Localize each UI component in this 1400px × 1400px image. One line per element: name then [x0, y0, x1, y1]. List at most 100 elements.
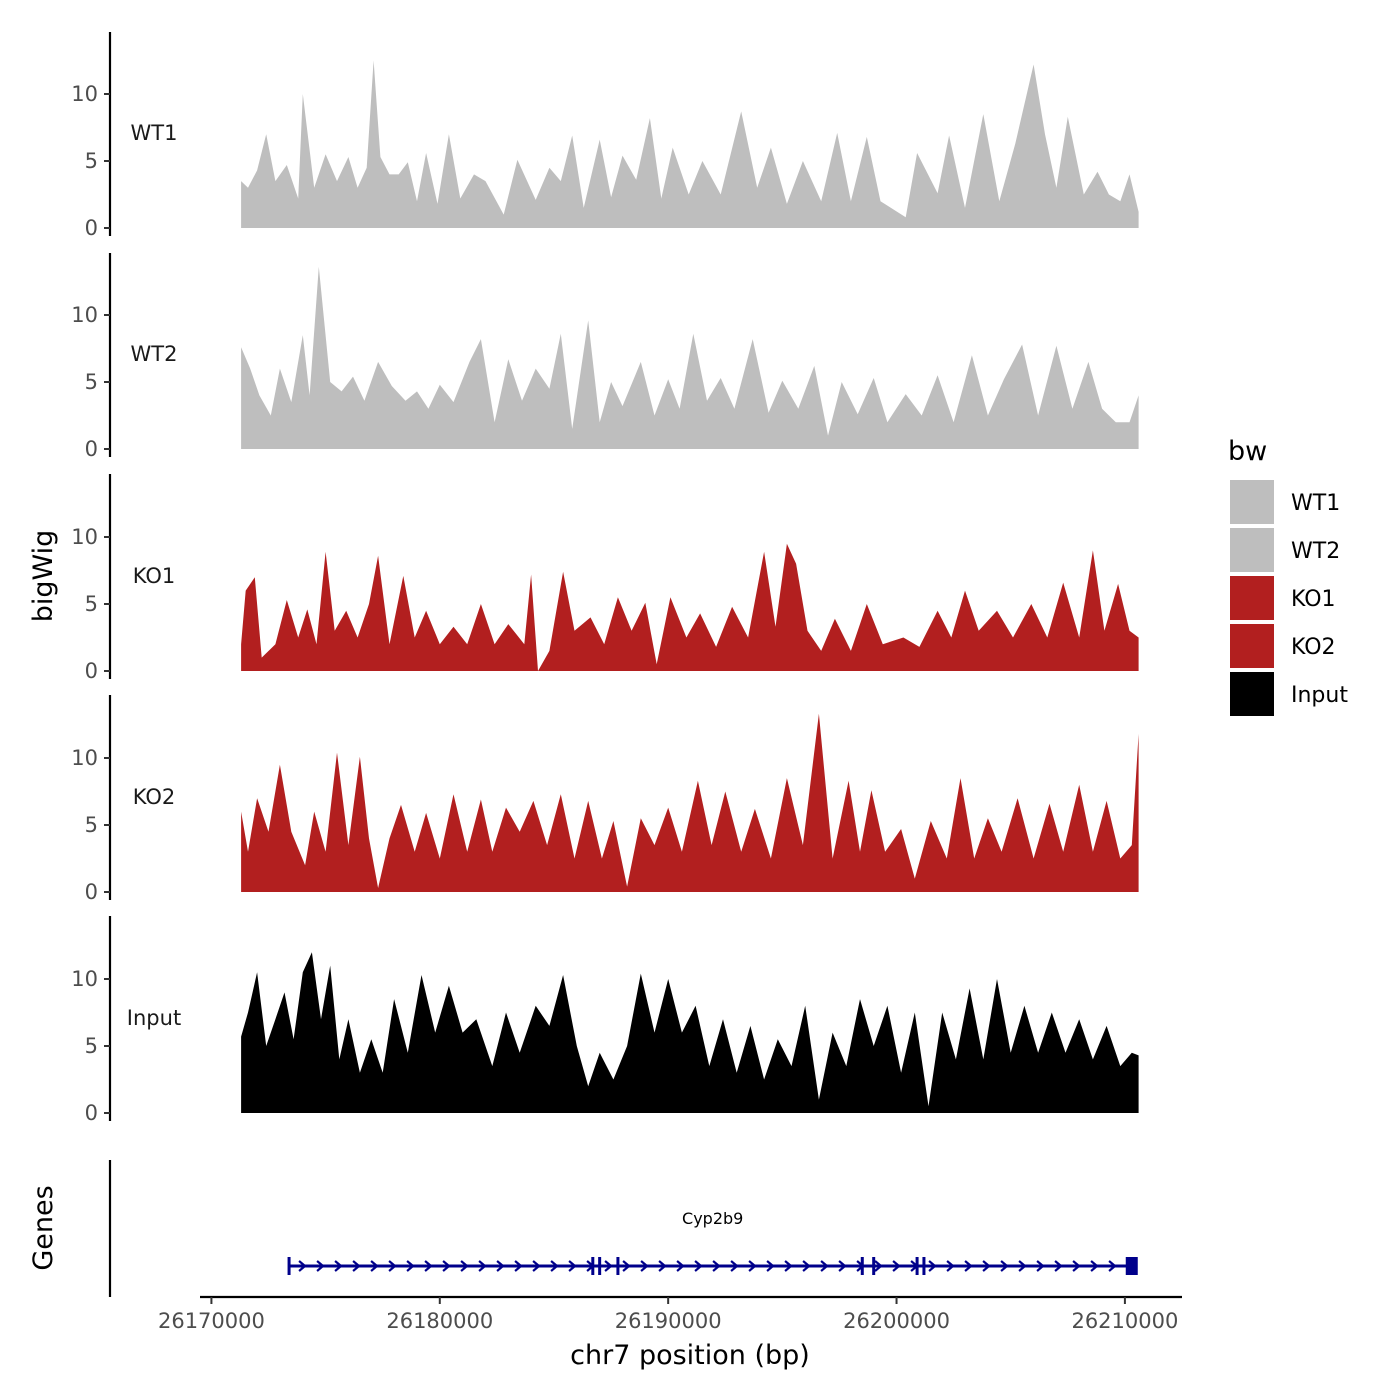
strand-arrow [748, 1260, 757, 1272]
gene-label: Cyp2b9 [682, 1209, 743, 1228]
legend: bw WT1 WT2 KO1 KO2 Input [1228, 436, 1348, 716]
exon [598, 1257, 602, 1275]
strand-arrow [982, 1260, 991, 1272]
strand-arrow [766, 1260, 775, 1272]
legend-swatch-wt1 [1230, 480, 1274, 524]
strand-arrow [568, 1260, 577, 1272]
exon [287, 1257, 291, 1275]
genes-axis-title: Genes [28, 1185, 59, 1270]
track-ko1: 0 5 10 KO1 [71, 474, 1139, 683]
area-ko1 [241, 543, 1139, 671]
exon [872, 1257, 876, 1275]
legend-label-input: Input [1291, 683, 1348, 708]
x-tick-label: 26210000 [1071, 1309, 1178, 1333]
strand-arrow [532, 1260, 541, 1272]
y-tick-label: 0 [85, 1101, 98, 1125]
strand-arrow [874, 1260, 883, 1272]
x-axis-title: chr7 position (bp) [570, 1340, 810, 1371]
exon [922, 1257, 926, 1275]
y-tick-label: 0 [85, 659, 98, 683]
track-wt1: 0 5 10 WT1 [71, 32, 1139, 240]
strand-arrow [298, 1260, 307, 1272]
exon [915, 1257, 919, 1275]
y-tick-label: 5 [85, 1034, 98, 1058]
legend-swatch-input [1230, 672, 1274, 716]
exon [616, 1257, 620, 1275]
y-axis-title: bigWig [28, 530, 59, 623]
legend-label-ko1: KO1 [1291, 587, 1336, 612]
strand-arrow [388, 1260, 397, 1272]
exon [591, 1257, 595, 1275]
strand-arrow [892, 1260, 901, 1272]
strand-arrow [1000, 1260, 1009, 1272]
exon [860, 1257, 864, 1275]
legend-swatch-wt2 [1230, 528, 1274, 572]
strand-arrow [1090, 1260, 1099, 1272]
strand-arrow [1072, 1260, 1081, 1272]
x-axis: 26170000 26180000 26190000 26200000 26210000 [158, 1295, 1182, 1333]
strand-arrow [478, 1260, 487, 1272]
legend-title: bw [1228, 436, 1267, 467]
strand-arrow [1108, 1260, 1117, 1272]
legend-swatch-ko2 [1230, 624, 1274, 668]
strand-arrow [1018, 1260, 1027, 1272]
strand-arrow [496, 1260, 505, 1272]
track-label: KO1 [133, 564, 176, 588]
strand-arrow [640, 1260, 649, 1272]
strand-arrow [424, 1260, 433, 1272]
strand-arrow [1036, 1260, 1045, 1272]
strand-arrow [658, 1260, 667, 1272]
gene-track: Cyp2b9 [108, 1160, 1138, 1297]
y-tick-label: 0 [85, 216, 98, 240]
y-tick-label: 5 [85, 370, 98, 394]
y-tick-label: 10 [71, 746, 98, 770]
strand-arrow [622, 1260, 631, 1272]
strand-arrow [550, 1260, 559, 1272]
y-tick-label: 10 [71, 525, 98, 549]
x-tick-label: 26190000 [615, 1309, 722, 1333]
strand-arrow [730, 1260, 739, 1272]
bigwig-tracks: 0 5 10 WT1 0 5 10 WT2 0 5 10 KO1 0 5 10 KO2 0 5 10 Input [71, 32, 1139, 1125]
exon [1125, 1257, 1138, 1275]
track-label: Input [127, 1006, 181, 1030]
track-input: 0 5 10 Input [71, 916, 1139, 1125]
area-wt1 [241, 60, 1139, 228]
y-tick-label: 5 [85, 813, 98, 837]
strand-arrow [802, 1260, 811, 1272]
y-tick-label: 5 [85, 592, 98, 616]
y-tick-label: 10 [71, 303, 98, 327]
strand-arrow [406, 1260, 415, 1272]
x-tick-label: 26200000 [843, 1309, 950, 1333]
strand-arrow [316, 1260, 325, 1272]
legend-label-wt2: WT2 [1291, 539, 1340, 564]
strand-arrow [442, 1260, 451, 1272]
legend-label-ko2: KO2 [1291, 635, 1336, 660]
strand-arrow [370, 1260, 379, 1272]
track-wt2: 0 5 10 WT2 [71, 253, 1139, 461]
track-label: KO2 [133, 785, 176, 809]
y-tick-label: 5 [85, 149, 98, 173]
y-tick-label: 0 [85, 437, 98, 461]
track-label: WT1 [131, 121, 178, 145]
x-tick-label: 26180000 [386, 1309, 493, 1333]
strand-arrow [514, 1260, 523, 1272]
strand-arrow [1054, 1260, 1063, 1272]
area-ko2 [241, 713, 1139, 892]
strand-arrow [712, 1260, 721, 1272]
strand-arrow [820, 1260, 829, 1272]
strand-arrow [352, 1260, 361, 1272]
strand-arrow [964, 1260, 973, 1272]
strand-arrow [946, 1260, 955, 1272]
area-wt2 [241, 266, 1139, 449]
legend-label-wt1: WT1 [1291, 491, 1340, 516]
area-input [241, 952, 1139, 1113]
strand-arrow [334, 1260, 343, 1272]
y-tick-label: 0 [85, 880, 98, 904]
y-tick-label: 10 [71, 82, 98, 106]
strand-arrow [604, 1260, 613, 1272]
strand-arrow [784, 1260, 793, 1272]
strand-arrow [838, 1260, 847, 1272]
legend-swatch-ko1 [1230, 576, 1274, 620]
x-tick-label: 26170000 [158, 1309, 265, 1333]
